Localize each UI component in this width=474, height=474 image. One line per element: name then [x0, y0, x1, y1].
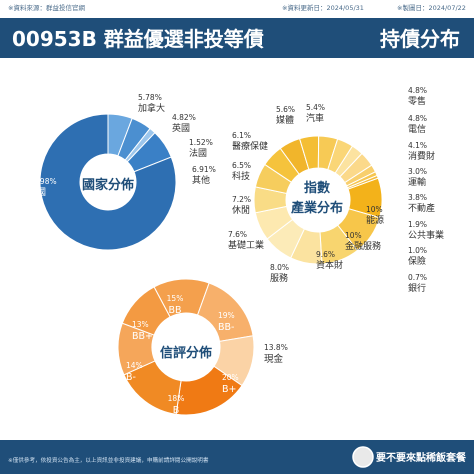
country-value-label: 5.78% [138, 93, 162, 102]
country-value-label: 1.52% [189, 138, 213, 147]
title-bar [0, 18, 474, 58]
sector-category-label: 服務 [270, 272, 288, 284]
sector-chart-title: 指數 [304, 180, 330, 196]
rating-value-label: 15% [167, 294, 184, 303]
sector-slice [346, 174, 379, 190]
sector-pie-chart: 10%能源10%金融服務9.6%資本財8.0%服務7.6%基礎工業7.2%休閒6… [228, 86, 444, 294]
sector-category-label: 媒體 [276, 114, 294, 126]
sector-value-label: 7.2% [232, 195, 251, 204]
updated-text: ※資料更新日：2024/05/31 [282, 3, 364, 12]
page-subtitle: 持債分布 [380, 27, 460, 51]
sector-category-label: 金融服務 [345, 240, 381, 252]
sector-category-label: 銀行 [408, 282, 426, 294]
sector-value-label: 9.6% [316, 250, 335, 259]
country-chart-title: 國家分佈 [82, 177, 134, 193]
brand-avatar-icon [352, 446, 374, 468]
country-pie-chart: 80.98%美國 5.78%加拿大 4.82%英國 1.52%法國 6.91%其他 [28, 93, 216, 251]
sector-category-label: 醫療保健 [232, 140, 268, 152]
rating-value-label: 19% [218, 311, 235, 320]
country-value-label: 4.82% [172, 113, 196, 122]
sector-value-label: 8.0% [270, 263, 289, 272]
rating-value-label: 14% [126, 361, 143, 370]
sector-value-label: 4.1% [408, 141, 427, 150]
rating-value-label: 13% [132, 320, 149, 329]
country-category-label: 加拿大 [138, 102, 165, 114]
sector-category-label: 消費財 [408, 150, 435, 162]
rating-value-label: 18% [168, 394, 185, 403]
sector-category-label: 不動產 [408, 202, 435, 214]
sector-value-label: 5.6% [276, 105, 295, 114]
country-category-label: 其他 [192, 174, 210, 186]
made-text: ※製圖日：2024/07/22 [397, 3, 466, 12]
sector-category-label: 零售 [408, 95, 426, 107]
sector-category-label: 科技 [232, 170, 250, 182]
sector-category-label: 基礎工業 [228, 239, 264, 251]
rating-category-label: BB+ [132, 331, 153, 342]
sector-value-label: 1.0% [408, 246, 427, 255]
sector-category-label: 休閒 [232, 204, 250, 216]
rating-category-label: B- [126, 372, 136, 383]
sector-category-label: 運輸 [408, 176, 426, 188]
country-category-label: 法國 [189, 147, 207, 159]
country-category-label: 英國 [172, 122, 190, 134]
footer-bar [0, 440, 474, 474]
rating-chart-title: 信評分佈 [160, 345, 212, 361]
country-slice [39, 113, 177, 251]
country-category-label: 美國 [28, 186, 46, 198]
brand-name: 要不要來點稀飯套餐 [376, 451, 467, 464]
sector-category-label: 汽車 [306, 112, 324, 124]
rating-category-label: BB [168, 305, 181, 316]
sector-value-label: 6.1% [232, 131, 251, 140]
rating-value-label: 20% [222, 373, 239, 382]
rating-slice [121, 286, 171, 336]
sector-category-label: 資本財 [316, 259, 343, 271]
sector-value-label: 3.8% [408, 193, 427, 202]
country-value-label: 6.91% [192, 165, 216, 174]
sector-value-label: 4.8% [408, 86, 427, 95]
rating-category-label: B [173, 405, 180, 416]
country-value-label: 80.98% [28, 177, 57, 186]
sector-value-label: 5.4% [306, 103, 325, 112]
sector-value-label: 7.6% [228, 230, 247, 239]
rating-pie-chart: 20% B+ 18% B 14% B- 13% BB+ 15% BB 19% BB- 13.8%現金 [117, 278, 288, 416]
page-title: 00953B 群益優選非投等債 [12, 27, 264, 51]
sector-value-label: 3.0% [408, 167, 427, 176]
sector-category-label: 能源 [366, 214, 384, 226]
sector-chart-title-line2: 產業分布 [290, 200, 343, 216]
sector-value-label: 1.9% [408, 220, 427, 229]
sector-value-label: 6.5% [232, 161, 251, 170]
sector-value-label: 4.8% [408, 114, 427, 123]
sector-category-label: 公共事業 [408, 229, 444, 241]
sector-category-label: 電信 [408, 123, 426, 135]
source-text: ※資料來源：群益投信官網 [8, 3, 85, 12]
sector-value-label: 10% [345, 231, 362, 240]
rating-value-label: 13.8% [264, 343, 288, 352]
rating-category-label: B+ [222, 384, 236, 395]
footer-note: ※僅供參考，依投資公告為主，以上資訊並非投資建議，申購前請詳閱公開說明書 [8, 456, 209, 464]
sector-value-label: 0.7% [408, 273, 427, 282]
rating-category-label: BB- [218, 322, 234, 333]
sector-category-label: 保險 [408, 255, 426, 267]
sector-value-label: 10% [366, 205, 383, 214]
rating-category-label: 現金 [264, 353, 284, 365]
